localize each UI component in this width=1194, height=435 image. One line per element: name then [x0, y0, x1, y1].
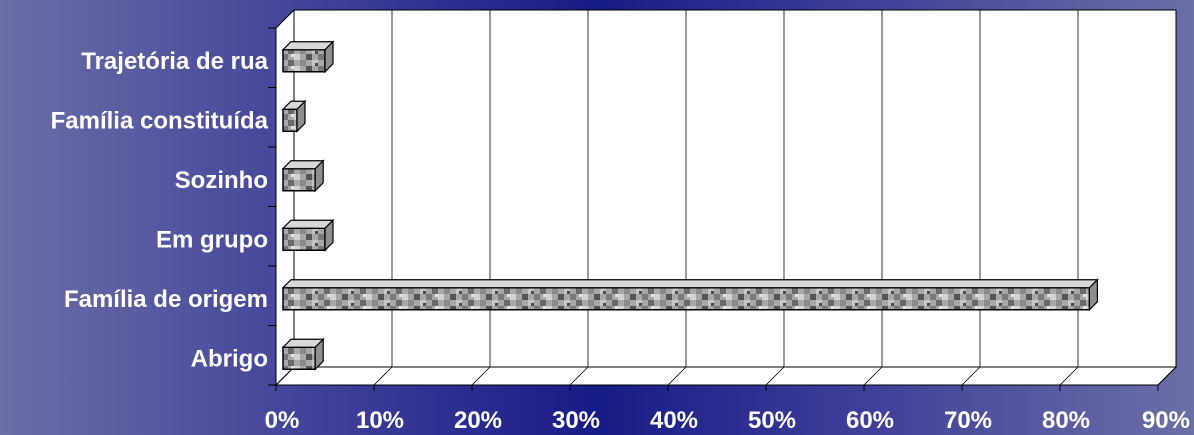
bar-end-face [324, 40, 334, 74]
x-tick-label: 70% [944, 407, 992, 434]
bar [281, 99, 307, 133]
category-label: Em grupo [156, 226, 268, 253]
x-tick-label: 90% [1142, 407, 1190, 434]
bar-end-face [324, 218, 334, 252]
x-tick-label: 50% [748, 407, 796, 434]
floor-gridline [569, 366, 589, 386]
bar-front-face [282, 49, 326, 73]
bar [281, 40, 335, 74]
bar [281, 337, 325, 371]
bar-end-face [1088, 278, 1099, 312]
x-tick-labels: 0% 10% 20% 30% 40% 50% 60% 70% 80% 90% [265, 407, 1190, 434]
bar-front-face [282, 108, 298, 132]
plot-back-wall [293, 9, 1177, 368]
bar [281, 159, 325, 193]
floor-gridline [863, 366, 883, 386]
floor-gridline [1059, 366, 1079, 386]
category-label: Abrigo [191, 345, 268, 372]
x-tick-label: 60% [846, 407, 894, 434]
bars-group [281, 40, 1099, 371]
floor-gridline [373, 366, 393, 386]
plot-area [268, 8, 1178, 391]
bar-top-face [281, 279, 1099, 289]
category-labels: Trajetória de rua Família constituída Sozi… [51, 48, 269, 373]
bar-front-face [282, 287, 1091, 311]
bar [281, 278, 1099, 312]
bar-end-face [314, 337, 324, 371]
x-tick-label: 40% [650, 407, 698, 434]
bar [281, 218, 335, 252]
floor-gridline [1157, 366, 1177, 386]
x-tick-label: 10% [356, 407, 404, 434]
category-label: Trajetória de rua [81, 48, 268, 75]
bar-end-face [314, 159, 324, 193]
floor-gridline [961, 366, 981, 386]
plot-floor [274, 366, 1178, 386]
category-label: Família constituída [51, 107, 269, 134]
category-label: Família de origem [64, 286, 268, 313]
x-tick-label: 20% [454, 407, 502, 434]
x-tick-label: 0% [265, 407, 300, 434]
floor-gridline [765, 366, 785, 386]
category-label: Sozinho [175, 167, 268, 194]
bar-front-face [282, 346, 316, 370]
floor-gridline [471, 366, 491, 386]
bar-end-face [296, 99, 306, 133]
x-tick-label: 30% [552, 407, 600, 434]
bar-front-face [282, 227, 326, 251]
floor-gridline [667, 366, 687, 386]
x-tick-label: 80% [1042, 407, 1090, 434]
bar-front-face [282, 168, 316, 192]
